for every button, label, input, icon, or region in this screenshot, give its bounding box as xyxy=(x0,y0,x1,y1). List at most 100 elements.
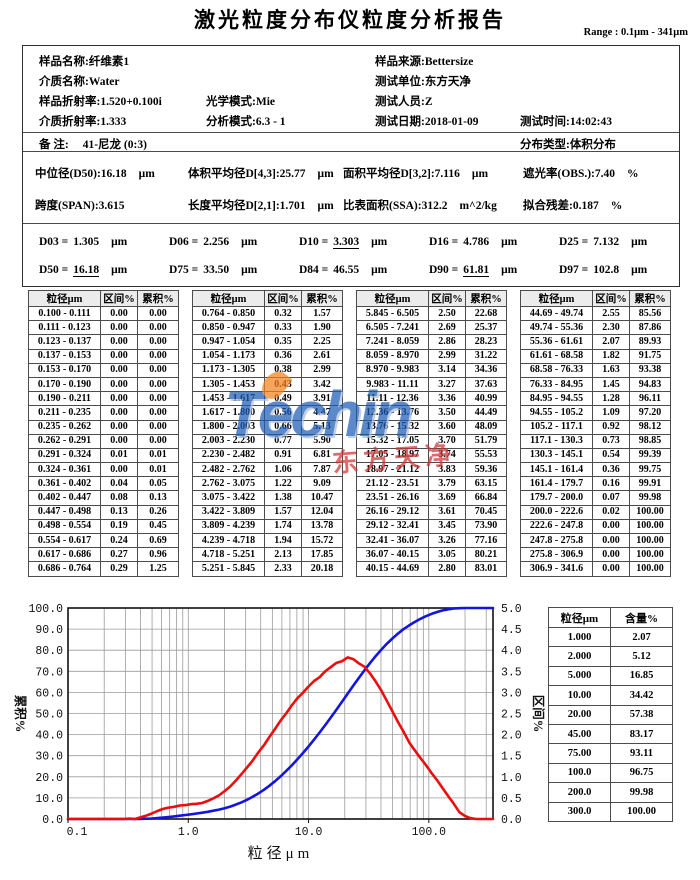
tester-field: 测试人员:Z xyxy=(375,93,433,109)
test-date-field: 测试日期:2018-01-09 xyxy=(375,113,479,129)
stat-value: 7.116 xyxy=(434,168,460,180)
field-label: 分布类型: xyxy=(520,139,570,151)
interval-percent-cell: 0.00 xyxy=(592,561,630,577)
right-axis-tick-label: 0.5 xyxy=(501,793,522,806)
cumulative-percent-cell: 70.45 xyxy=(465,504,507,520)
interval-percent-cell: 2.86 xyxy=(428,334,466,350)
cumulative-percent-cell: 17.85 xyxy=(301,547,343,563)
cumulative-percent-cell: 0.00 xyxy=(137,376,179,393)
size-range-cell: 0.137 - 0.153 xyxy=(28,348,101,364)
table-row: 68.58 - 76.33 1.63 93.38 xyxy=(520,362,671,378)
right-axis-tick-label: 4.0 xyxy=(501,645,522,658)
right-axis-tick-label: 3.5 xyxy=(501,666,522,679)
d-value: 2.256 xyxy=(203,236,230,248)
divider xyxy=(23,132,679,133)
interval-percent-cell: 0.00 xyxy=(100,462,138,478)
cumulative-percent-cell: 100.00 xyxy=(629,547,671,563)
size-range-cell: 0.324 - 0.361 xyxy=(28,462,101,478)
interval-percent-cell: 2.30 xyxy=(592,320,630,336)
size-range-cell: 1.173 - 1.305 xyxy=(192,362,265,378)
table-row: 0.498 - 0.554 0.19 0.45 xyxy=(28,518,179,535)
cumulative-percent-cell: 85.56 xyxy=(629,305,671,322)
interval-percent-cell: 0.91 xyxy=(264,447,302,464)
size-range-cell: 0.850 - 0.947 xyxy=(192,320,265,336)
d-label: D75 = xyxy=(169,264,199,276)
interval-percent-cell: 3.74 xyxy=(428,447,466,464)
report-title: 激光粒度分布仪粒度分析报告 xyxy=(194,8,506,32)
table-row: 100.0 96.75 xyxy=(548,762,673,784)
size-range-cell: 5.251 - 5.845 xyxy=(192,561,265,577)
stat-unit: % xyxy=(610,200,623,212)
interval-percent-cell: 0.00 xyxy=(100,348,138,364)
cumulative-percent-cell: 93.38 xyxy=(629,362,671,378)
distribution-table-group-2: 粒径μm 区间% 累积% 0.764 - 0.850 0.32 1.57 0.850 - 0… xyxy=(192,290,343,577)
size-range-cell: 32.41 - 36.07 xyxy=(356,532,429,549)
cumulative-percent-cell: 77.16 xyxy=(465,532,507,549)
cumulative-percent-cell: 0.69 xyxy=(137,532,179,549)
field-value: 2018-01-09 xyxy=(424,116,479,128)
cumulative-percent-cell: 99.91 xyxy=(629,476,671,492)
optical-mode-field: 光学模式:Mie xyxy=(206,93,275,109)
table-row: 23.51 - 26.16 3.69 66.84 xyxy=(356,490,507,506)
cumulative-percent-cell: 89.93 xyxy=(629,334,671,350)
table-row: 130.3 - 145.1 0.54 99.39 xyxy=(520,447,671,464)
interval-percent-cell: 3.14 xyxy=(428,362,466,378)
left-axis-tick-label: 70.0 xyxy=(35,666,63,679)
content-percent-cell: 16.85 xyxy=(610,665,673,687)
size-range-cell: 2.482 - 2.762 xyxy=(192,462,265,478)
size-range-cell: 12.36 - 13.76 xyxy=(356,405,429,421)
table-row: 5.251 - 5.845 2.33 20.18 xyxy=(192,561,343,577)
right-axis-tick-label: 2.0 xyxy=(501,730,522,743)
table-row: 7.241 - 8.059 2.86 28.23 xyxy=(356,334,507,350)
column-header: 区间% xyxy=(100,290,138,307)
interval-percent-cell: 1.28 xyxy=(592,391,630,407)
content-summary-table: 粒径μm 含量% 1.000 2.07 2.000 5.12 5.000 16.85 10.00… xyxy=(548,607,673,822)
field-label: 备 注: xyxy=(39,139,69,151)
size-range-cell: 0.262 - 0.291 xyxy=(28,433,101,449)
cumulative-percent-cell: 3.42 xyxy=(301,376,343,393)
size-range-cell: 44.69 - 49.74 xyxy=(520,305,593,322)
interval-percent-cell: 0.19 xyxy=(100,518,138,535)
d-unit: μm xyxy=(631,264,648,276)
sample-name-field: 样品名称:纤维素1 xyxy=(39,53,129,69)
d-value: 4.786 xyxy=(463,236,490,248)
interval-percent-cell: 0.00 xyxy=(100,362,138,378)
size-range-cell: 76.33 - 84.95 xyxy=(520,376,593,393)
test-unit-field: 测试单位:东方天净 xyxy=(375,73,471,89)
size-range-cell: 55.36 - 61.61 xyxy=(520,334,593,350)
column-header: 累积% xyxy=(629,290,671,307)
table-row: 45.00 83.17 xyxy=(548,723,673,745)
size-range-cell: 0.235 - 0.262 xyxy=(28,419,101,435)
table-row: 2.230 - 2.482 0.91 6.81 xyxy=(192,447,343,464)
interval-percent-cell: 0.13 xyxy=(100,504,138,520)
content-percent-cell: 57.38 xyxy=(610,704,673,725)
interval-percent-cell: 2.55 xyxy=(592,305,630,322)
table-row: 4.718 - 5.251 2.13 17.85 xyxy=(192,547,343,563)
content-percent-cell: 96.75 xyxy=(610,762,673,784)
interval-percent-cell: 0.56 xyxy=(264,405,302,421)
size-cell: 1.000 xyxy=(548,626,611,648)
stat-label: 遮光率(OBS.): xyxy=(523,168,595,180)
cumulative-percent-cell: 0.00 xyxy=(137,305,179,322)
size-range-cell: 3.422 - 3.809 xyxy=(192,504,265,520)
size-range-cell: 8.059 - 8.970 xyxy=(356,348,429,364)
left-axis-title: 累积% xyxy=(13,695,28,733)
stat-label: 长度平均径D[2,1]: xyxy=(188,200,280,212)
left-axis-tick-label: 80.0 xyxy=(35,645,63,658)
column-header: 粒径μm xyxy=(192,290,265,307)
d-label: D90 = xyxy=(429,264,459,276)
cumulative-percent-cell: 83.01 xyxy=(465,561,507,577)
table-row: 0.111 - 0.123 0.00 0.00 xyxy=(28,320,179,336)
interval-percent-cell: 2.07 xyxy=(592,334,630,350)
cumulative-percent-cell: 22.68 xyxy=(465,305,507,322)
d-value-D90: D90 = 61.81 μm xyxy=(429,264,517,277)
interval-percent-cell: 0.27 xyxy=(100,547,138,563)
d-value: 1.305 xyxy=(73,236,100,248)
interval-percent-cell: 0.02 xyxy=(592,504,630,520)
interval-percent-cell: 0.04 xyxy=(100,476,138,492)
interval-percent-cell: 0.33 xyxy=(264,320,302,336)
size-range-cell: 6.505 - 7.241 xyxy=(356,320,429,336)
right-axis-tick-label: 2.5 xyxy=(501,709,522,722)
cumulative-percent-cell: 66.84 xyxy=(465,490,507,506)
stat-value: 25.77 xyxy=(279,168,306,180)
